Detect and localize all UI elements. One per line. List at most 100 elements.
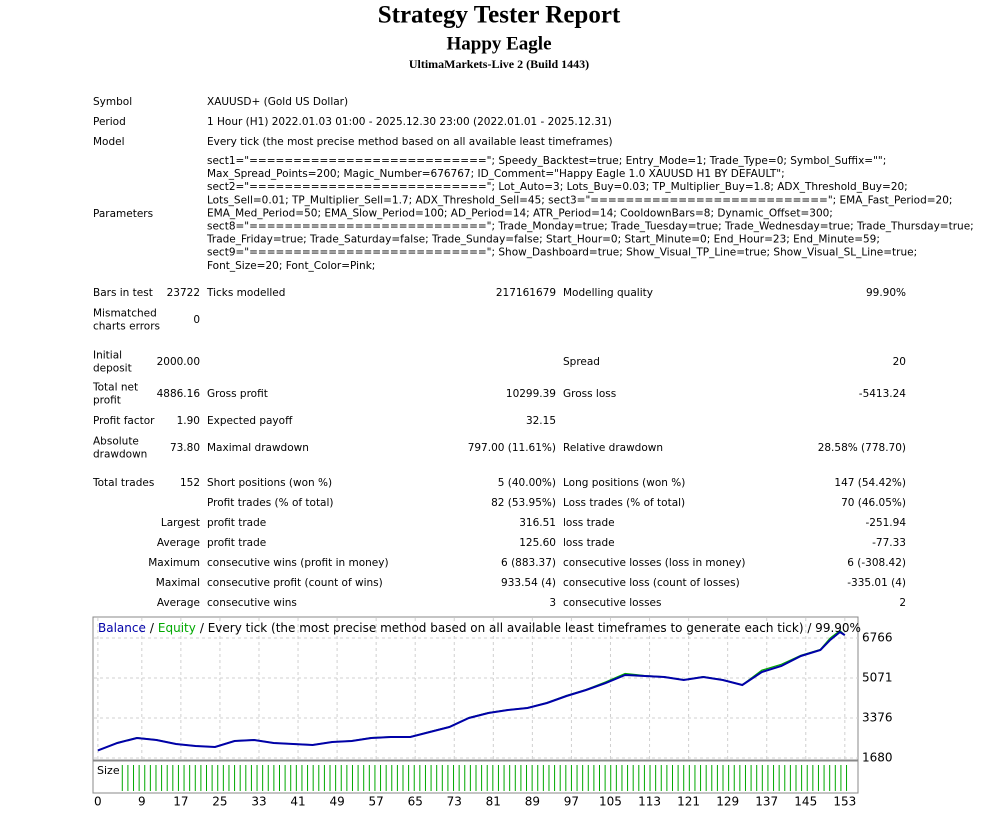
expert-name: Happy Eagle [446, 33, 551, 54]
stat-label: Bars in test [93, 287, 153, 299]
stat-label: charts errors [93, 321, 160, 333]
stat-value: 316.51 [519, 517, 556, 529]
stat-value: 6 (883.37) [501, 557, 556, 569]
stat-label: consecutive losses (loss in money) [563, 557, 746, 569]
field-label: Model [93, 136, 125, 148]
x-tick-label: 33 [251, 795, 266, 809]
stat-label: loss trade [563, 517, 615, 529]
x-tick-label: 153 [833, 795, 856, 809]
stat-label: consecutive losses [563, 597, 661, 609]
stat-value: Average [157, 537, 200, 549]
stat-label: Loss trades (% of total) [563, 497, 685, 509]
stat-label: Profit factor [93, 415, 155, 427]
series-line [97, 630, 846, 752]
stat-value: 6 (-308.42) [847, 557, 906, 569]
field-value: Every tick (the most precise method base… [207, 136, 613, 148]
stat-label: Absolute [93, 436, 139, 448]
stat-label: consecutive wins [207, 597, 297, 609]
field-value: XAUUSD+ (Gold US Dollar) [207, 96, 348, 108]
stat-label: Gross profit [207, 388, 268, 400]
parameter-line: Font_Size=20; Font_Color=Pink; [207, 260, 375, 272]
chart-frame [92, 616, 859, 761]
stat-value: 2 [899, 597, 906, 609]
stat-label: consecutive wins (profit in money) [207, 557, 389, 569]
stat-value: 933.54 (4) [501, 577, 556, 589]
server-name: UltimaMarkets-Live 2 (Build 1443) [409, 57, 589, 71]
stat-label: Spread [563, 356, 600, 368]
x-tick-label: 49 [329, 795, 344, 809]
stat-value: 28.58% (778.70) [818, 442, 906, 454]
stat-label: Total trades [92, 477, 154, 489]
stat-value: Average [157, 597, 200, 609]
stat-label: loss trade [563, 537, 615, 549]
stat-value: -5413.24 [859, 388, 907, 400]
parameter-line: Max_Spread_Points=200; Magic_Number=6767… [207, 168, 785, 180]
stat-label: profit trade [207, 537, 266, 549]
y-tick-label: 3376 [862, 710, 893, 724]
stat-value: 1.90 [177, 415, 200, 427]
x-tick-label: 113 [638, 795, 661, 809]
stat-value: 70 (46.05%) [841, 497, 906, 509]
x-tick-label: 9 [138, 795, 146, 809]
field-value: 1 Hour (H1) 2022.01.03 01:00 - 2025.12.3… [207, 116, 612, 128]
x-tick-label: 41 [290, 795, 305, 809]
stat-label: Long positions (won %) [563, 477, 685, 489]
x-tick-label: 137 [755, 795, 778, 809]
x-tick-label: 145 [794, 795, 817, 809]
y-tick-label: 6766 [862, 630, 893, 644]
legend: Balance / Equity / Every tick (the most pre… [98, 621, 861, 635]
stat-value: 82 (53.95%) [491, 497, 556, 509]
stat-value: 217161679 [496, 287, 556, 299]
stat-value: Largest [161, 517, 200, 529]
stat-label: Mismatched [93, 308, 157, 320]
field-label: Parameters [93, 208, 153, 220]
y-tick-label: 1680 [862, 751, 893, 765]
stat-value: 2000.00 [157, 356, 200, 368]
x-tick-label: 105 [599, 795, 622, 809]
stat-label: Total net [92, 382, 138, 394]
size-label: Size [97, 764, 120, 777]
stat-label: Short positions (won %) [207, 477, 332, 489]
stat-label: Initial [93, 350, 122, 362]
x-tick-label: 57 [369, 795, 384, 809]
parameter-line: Lots_Sell=0.01; TP_Multiplier_Sell=1.7; … [207, 194, 952, 206]
x-tick-label: 65 [408, 795, 423, 809]
y-tick-label: 5071 [862, 670, 893, 684]
x-tick-label: 25 [212, 795, 227, 809]
stat-value: 152 [180, 477, 200, 489]
stat-value: -77.33 [872, 537, 906, 549]
report-title: Strategy Tester Report [378, 2, 621, 29]
stat-value: 147 (54.42%) [834, 477, 906, 489]
stat-value: 73.80 [170, 442, 200, 454]
stat-value: 10299.39 [506, 388, 556, 400]
legend-entry: Equity [158, 621, 196, 635]
stat-value: 3 [549, 597, 556, 609]
stat-value: 797.00 (11.61%) [468, 442, 556, 454]
stat-label: Modelling quality [563, 287, 653, 299]
x-tick-label: 97 [564, 795, 579, 809]
field-label: Period [93, 116, 126, 128]
stat-label: Ticks modelled [206, 287, 285, 299]
stat-label: consecutive profit (count of wins) [207, 577, 383, 589]
legend-entry: Balance [98, 621, 146, 635]
legend-separator: / [150, 621, 155, 635]
stat-label: Profit trades (% of total) [207, 497, 334, 509]
field-label: Symbol [93, 96, 132, 108]
stat-label: drawdown [93, 449, 147, 461]
x-tick-label: 81 [486, 795, 501, 809]
x-tick-label: 17 [173, 795, 188, 809]
parameter-line: sect8="==========================="; Tra… [207, 221, 974, 233]
stat-value: 4886.16 [157, 388, 201, 400]
x-tick-label: 73 [447, 795, 462, 809]
parameter-line: sect2="==========================="; Lot… [207, 181, 908, 193]
stat-value: -251.94 [865, 517, 906, 529]
stat-label: Expected payoff [207, 415, 293, 427]
x-tick-label: 89 [525, 795, 540, 809]
x-tick-label: 121 [677, 795, 700, 809]
parameter-line: EMA_Med_Period=50; EMA_Slow_Period=100; … [207, 207, 833, 219]
parameter-line: Trade_Friday=true; Trade_Saturday=false;… [206, 234, 880, 246]
x-tick-label: 0 [94, 795, 102, 809]
stat-value: Maximum [148, 557, 200, 569]
stat-label: deposit [93, 363, 132, 375]
